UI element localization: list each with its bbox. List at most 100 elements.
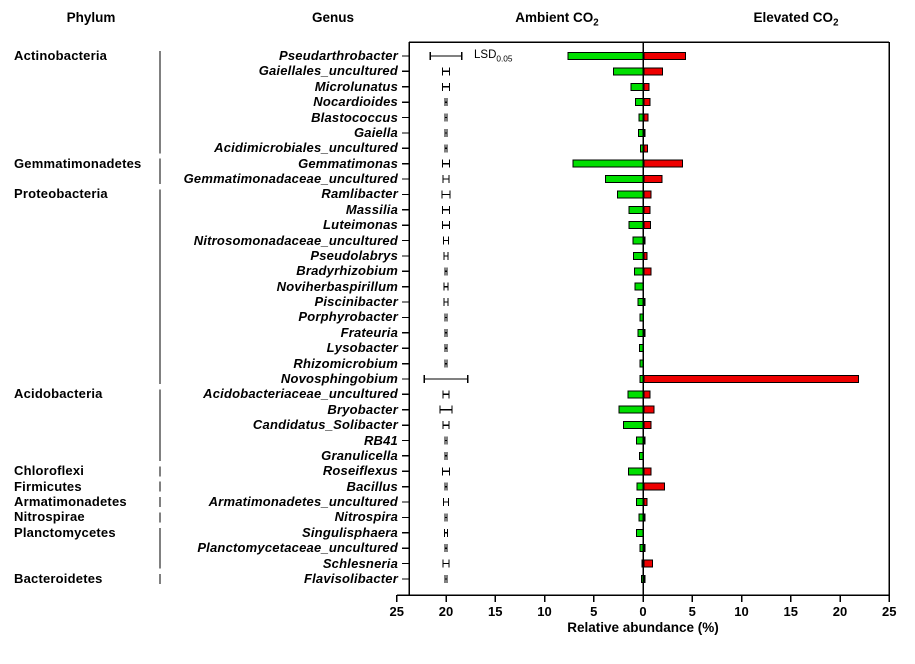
ambient-bar bbox=[636, 436, 644, 445]
ambient-bar bbox=[605, 175, 644, 184]
phylum-column-header: Phylum bbox=[66, 10, 116, 25]
genus-label: Roseiflexus bbox=[322, 463, 398, 479]
ambient-bar bbox=[636, 482, 644, 491]
ambient-bar bbox=[637, 328, 644, 337]
elevated-bar bbox=[643, 328, 646, 337]
ambient-bar bbox=[633, 251, 644, 260]
phylum-label: Planctomycetes bbox=[14, 524, 116, 540]
x-tick-label: 5 bbox=[688, 604, 696, 619]
elevated-bar bbox=[643, 190, 652, 199]
x-tick-label: 15 bbox=[488, 604, 503, 619]
ambient-header-subscript: 2 bbox=[593, 17, 599, 29]
ambient-bar bbox=[638, 128, 644, 137]
elevated-header-subscript: 2 bbox=[833, 17, 839, 29]
elevated-bar bbox=[643, 205, 651, 214]
phylum-label: Actinobacteria bbox=[14, 48, 108, 63]
genus-label: Ramlibacter bbox=[321, 186, 398, 202]
genus-label: Novosphingobium bbox=[280, 370, 398, 386]
ambient-bar bbox=[641, 574, 644, 583]
phylum-label: Chloroflexi bbox=[14, 463, 85, 479]
elevated-bar bbox=[643, 574, 646, 583]
elevated-bar bbox=[643, 113, 649, 122]
genus-label: Gemmatimonas bbox=[298, 155, 398, 171]
elevated-bar bbox=[643, 251, 648, 260]
elevated-bar bbox=[643, 513, 646, 522]
ambient-bar bbox=[632, 236, 644, 245]
lsd-legend-label: LSD0.05 bbox=[474, 49, 512, 63]
elevated-bar bbox=[643, 236, 646, 245]
ambient-bar bbox=[639, 544, 644, 553]
genus-label: Gaiellales_uncultured bbox=[258, 63, 398, 79]
ambient-bar bbox=[634, 282, 644, 291]
ambient-bar bbox=[628, 221, 644, 230]
genus-label: Bacillus bbox=[346, 478, 398, 494]
genus-label: Noviherbaspirillum bbox=[276, 278, 398, 294]
ambient-bar bbox=[630, 82, 644, 91]
ambient-bar bbox=[640, 144, 644, 153]
ambient-bar bbox=[636, 528, 644, 537]
genus-label: Candidatus_Solibacter bbox=[252, 417, 398, 433]
elevated-header-text: Elevated CO bbox=[753, 10, 834, 25]
ambient-bar bbox=[612, 67, 644, 76]
elevated-bar bbox=[643, 544, 646, 553]
genus-label: Blastococcus bbox=[311, 109, 398, 125]
x-axis-title: Relative abundance (%) bbox=[567, 620, 719, 635]
phylum-label: Nitrospirae bbox=[14, 509, 85, 525]
ambient-bar bbox=[639, 374, 644, 383]
genus-label: Bryobacter bbox=[327, 401, 398, 417]
genus-label: Rhizomicrobium bbox=[293, 355, 398, 371]
lsd-text: LSD bbox=[474, 49, 497, 61]
ambient-header-text: Ambient CO bbox=[515, 10, 594, 25]
ambient-bar bbox=[638, 513, 644, 522]
elevated-bar bbox=[643, 436, 646, 445]
phylum-label: Acidobacteria bbox=[14, 386, 103, 402]
ambient-bar bbox=[628, 205, 644, 214]
genus-label: Planctomycetaceae_uncultured bbox=[197, 540, 398, 556]
genus-label: Microlunatus bbox=[314, 78, 398, 94]
ambient-bar bbox=[567, 52, 644, 60]
elevated-bar bbox=[643, 159, 683, 168]
x-tick-label: 15 bbox=[783, 604, 798, 619]
elevated-bar bbox=[643, 559, 653, 568]
ambient-bar bbox=[622, 421, 644, 430]
genus-label: Gaiella bbox=[353, 124, 398, 140]
phylum-label: Gemmatimonadetes bbox=[14, 155, 142, 171]
genus-label: Piscinibacter bbox=[314, 294, 398, 310]
ambient-bar bbox=[618, 405, 644, 414]
elevated-bar bbox=[643, 82, 650, 91]
genus-label: Acidobacteriaceae_uncultured bbox=[203, 386, 398, 402]
phylum-label: Proteobacteria bbox=[14, 186, 108, 202]
elevated-bar bbox=[643, 467, 652, 476]
x-tick-label: 5 bbox=[590, 604, 598, 619]
ambient-bar bbox=[637, 298, 644, 307]
x-tick-label: 10 bbox=[537, 604, 552, 619]
ambient-bar bbox=[635, 98, 644, 107]
genus-label: RB41 bbox=[363, 432, 398, 448]
elevated-bar bbox=[643, 267, 652, 276]
elevated-bar bbox=[643, 175, 663, 184]
ambient-bar bbox=[641, 559, 644, 568]
elevated-bar bbox=[643, 128, 646, 137]
ambient-co2-header: Ambient CO2 bbox=[487, 10, 627, 29]
elevated-bar bbox=[643, 144, 648, 153]
genus-label: Pseudolabrys bbox=[310, 247, 398, 263]
genus-label: Lysobacter bbox=[326, 340, 398, 356]
lsd-subscript: 0.05 bbox=[496, 54, 513, 64]
genus-label: Singulisphaera bbox=[302, 524, 398, 540]
phylum-label: Armatimonadetes bbox=[14, 494, 127, 510]
genus-label: Nocardioides bbox=[313, 94, 398, 110]
genus-label: Granulicella bbox=[321, 447, 398, 463]
elevated-bar bbox=[643, 221, 651, 230]
genus-label: Acidimicrobiales_uncultured bbox=[214, 140, 398, 156]
elevated-bar bbox=[643, 98, 651, 107]
genus-label: Pseudarthrobacter bbox=[279, 48, 398, 63]
elevated-bar bbox=[643, 390, 651, 399]
elevated-bar bbox=[643, 52, 686, 60]
ambient-bar bbox=[572, 159, 644, 168]
elevated-bar bbox=[643, 405, 655, 414]
genus-label: Frateuria bbox=[340, 324, 398, 340]
ambient-bar bbox=[628, 467, 644, 476]
elevated-bar bbox=[643, 498, 648, 507]
